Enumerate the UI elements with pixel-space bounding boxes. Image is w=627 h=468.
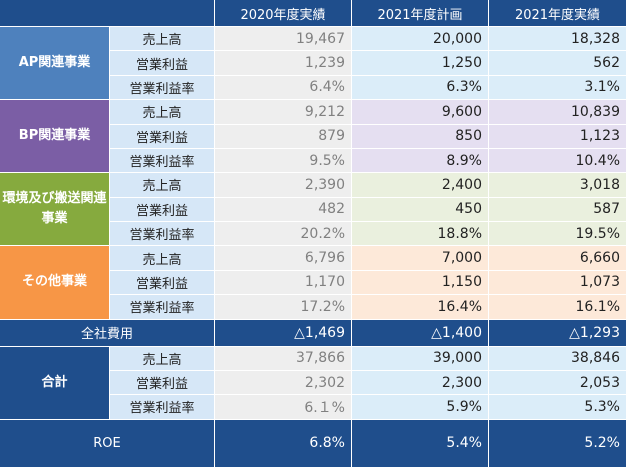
corporate-expense-value: △1,293 [489,319,627,347]
value-cell: 1,170 [215,270,352,296]
row-label: 営業利益 [110,370,215,396]
value-cell: 450 [352,197,489,222]
value-cell: 9,212 [215,100,352,125]
row-label: 売上高 [110,27,215,52]
row-label: 売上高 [110,100,215,125]
value-cell: 6.4% [215,75,352,101]
segment-name: BP関連事業 [0,100,110,174]
value-cell: 1,073 [489,270,627,296]
value-cell: 9,600 [352,100,489,125]
value-cell: 2,053 [489,370,627,396]
roe-value: 6.8% [215,419,352,468]
value-cell: 16.1% [489,295,627,320]
value-cell: 562 [489,51,627,76]
value-cell: 6.１% [215,395,352,420]
segment-name: AP関連事業 [0,27,110,101]
value-cell: 9.5% [215,148,352,174]
value-cell: 8.9% [352,148,489,174]
row-label: 営業利益 [110,124,215,149]
roe-value: 5.2% [489,419,627,468]
segment-name: 環境及び搬送関連事業 [0,173,110,247]
row-label: 営業利益 [110,197,215,222]
value-cell: 39,000 [352,346,489,371]
row-label: 営業利益率 [110,222,215,247]
value-cell: 879 [215,124,352,149]
value-cell: 20,000 [352,27,489,52]
value-cell: 3,018 [489,173,627,198]
corporate-expense-label: 全社費用 [0,319,215,347]
column-header-1: 2020年度実績 [215,0,352,27]
segment-name: 合計 [0,346,110,420]
row-label: 売上高 [110,246,215,271]
value-cell: 16.4% [352,295,489,320]
segment-name: その他事業 [0,246,110,320]
row-label: 営業利益率 [110,295,215,320]
value-cell: 1,239 [215,51,352,76]
column-header-2: 2021年度計画 [352,0,489,27]
value-cell: 19.5% [489,222,627,247]
value-cell: 5.9% [352,395,489,420]
row-label: 営業利益率 [110,148,215,174]
value-cell: 1,123 [489,124,627,149]
value-cell: 1,250 [352,51,489,76]
value-cell: 2,302 [215,370,352,396]
value-cell: 6.3% [352,75,489,101]
corporate-expense-value: △1,469 [215,319,352,347]
row-label: 営業利益 [110,51,215,76]
row-label: 営業利益率 [110,75,215,101]
roe-label: ROE [0,419,215,468]
value-cell: 2,300 [352,370,489,396]
value-cell: 850 [352,124,489,149]
roe-value: 5.4% [352,419,489,468]
value-cell: 3.1% [489,75,627,101]
header-corner [0,0,215,27]
value-cell: 18,328 [489,27,627,52]
value-cell: 10.4% [489,148,627,174]
value-cell: 6,660 [489,246,627,271]
value-cell: 1,150 [352,270,489,296]
value-cell: 5.3% [489,395,627,420]
value-cell: 10,839 [489,100,627,125]
row-label: 営業利益 [110,270,215,296]
value-cell: 7,000 [352,246,489,271]
value-cell: 20.2% [215,222,352,247]
value-cell: 2,390 [215,173,352,198]
value-cell: 19,467 [215,27,352,52]
value-cell: 587 [489,197,627,222]
corporate-expense-value: △1,400 [352,319,489,347]
value-cell: 37,866 [215,346,352,371]
row-label: 営業利益率 [110,395,215,420]
row-label: 売上高 [110,346,215,371]
value-cell: 6,796 [215,246,352,271]
value-cell: 17.2% [215,295,352,320]
value-cell: 18.8% [352,222,489,247]
row-label: 売上高 [110,173,215,198]
value-cell: 482 [215,197,352,222]
column-header-3: 2021年度実績 [489,0,627,27]
value-cell: 2,400 [352,173,489,198]
value-cell: 38,846 [489,346,627,371]
